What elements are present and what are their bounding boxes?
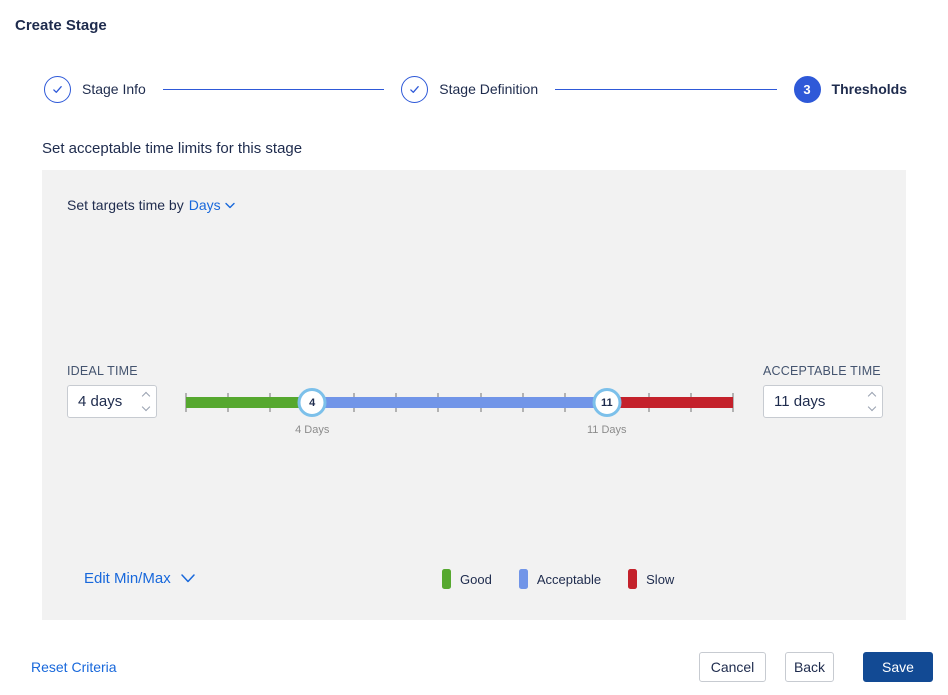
- wizard-stepper: Stage Info Stage Definition 3 Thresholds: [44, 75, 907, 103]
- back-button[interactable]: Back: [785, 652, 834, 682]
- legend-swatch-icon: [442, 569, 451, 589]
- ideal-handle-caption: 4 Days: [295, 424, 330, 436]
- acceptable-time-group: ACCEPTABLE TIME: [763, 364, 883, 418]
- step-connector: [162, 88, 385, 90]
- reset-criteria-link[interactable]: Reset Criteria: [31, 659, 117, 675]
- legend-item-good: Good: [442, 569, 492, 589]
- chevron-up-icon[interactable]: [141, 391, 151, 401]
- edit-minmax-label: Edit Min/Max: [84, 570, 171, 587]
- time-range-slider[interactable]: 4 4 Days 11 11 Days: [185, 388, 734, 436]
- section-heading: Set acceptable time limits for this stag…: [42, 140, 303, 157]
- time-unit-dropdown[interactable]: Days: [189, 197, 235, 213]
- step-label: Stage Info: [82, 81, 146, 97]
- time-unit-value: Days: [188, 197, 221, 213]
- chevron-down-icon[interactable]: [867, 402, 877, 412]
- acceptable-time-stepper[interactable]: [867, 385, 877, 418]
- acceptable-time-label: ACCEPTABLE TIME: [763, 364, 881, 378]
- check-circle-icon: [44, 75, 71, 103]
- page-title: Create Stage: [15, 17, 107, 34]
- step-label: Thresholds: [831, 81, 908, 97]
- step-stage-definition[interactable]: Stage Definition: [401, 75, 539, 103]
- step-label: Stage Definition: [439, 81, 539, 97]
- legend-swatch-icon: [628, 569, 638, 589]
- ideal-time-stepper[interactable]: [141, 385, 151, 418]
- chevron-down-icon[interactable]: [141, 402, 151, 412]
- thresholds-panel: Set targets time by Days IDEAL TIME ACCE…: [42, 170, 906, 620]
- chevron-down-icon: [224, 202, 235, 208]
- segment-good: [186, 397, 313, 408]
- segment-slow: [606, 397, 733, 408]
- check-circle-icon: [401, 75, 429, 103]
- ideal-time-group: IDEAL TIME: [67, 364, 157, 418]
- legend-swatch-icon: [518, 569, 528, 589]
- legend-item-acceptable: Acceptable: [518, 569, 602, 589]
- segment-acceptable: [312, 397, 607, 408]
- step-stage-info[interactable]: Stage Info: [44, 75, 146, 103]
- ideal-time-label: IDEAL TIME: [67, 364, 138, 378]
- slider-tick: [732, 393, 734, 412]
- edit-minmax-link[interactable]: Edit Min/Max: [84, 570, 195, 587]
- legend-item-slow: Slow: [628, 569, 674, 589]
- legend-label: Slow: [646, 571, 675, 587]
- target-time-row: Set targets time by Days: [67, 197, 235, 213]
- acceptable-handle-caption: 11 Days: [586, 424, 627, 436]
- ideal-handle[interactable]: 4: [297, 388, 327, 417]
- chevron-up-icon[interactable]: [867, 391, 877, 401]
- legend-label: Acceptable: [536, 571, 602, 587]
- chevron-down-icon: [180, 574, 195, 583]
- slider-legend: Good Acceptable Slow: [442, 569, 674, 589]
- step-number-badge: 3: [793, 75, 821, 103]
- legend-label: Good: [460, 571, 492, 587]
- ideal-time-input[interactable]: [67, 385, 157, 418]
- acceptable-time-input[interactable]: [763, 385, 883, 418]
- cancel-button[interactable]: Cancel: [699, 652, 766, 682]
- acceptable-handle[interactable]: 11: [592, 388, 622, 417]
- step-thresholds[interactable]: 3 Thresholds: [793, 75, 908, 103]
- step-connector: [555, 88, 777, 90]
- save-button[interactable]: Save: [863, 652, 933, 682]
- target-time-label: Set targets time by: [67, 197, 184, 213]
